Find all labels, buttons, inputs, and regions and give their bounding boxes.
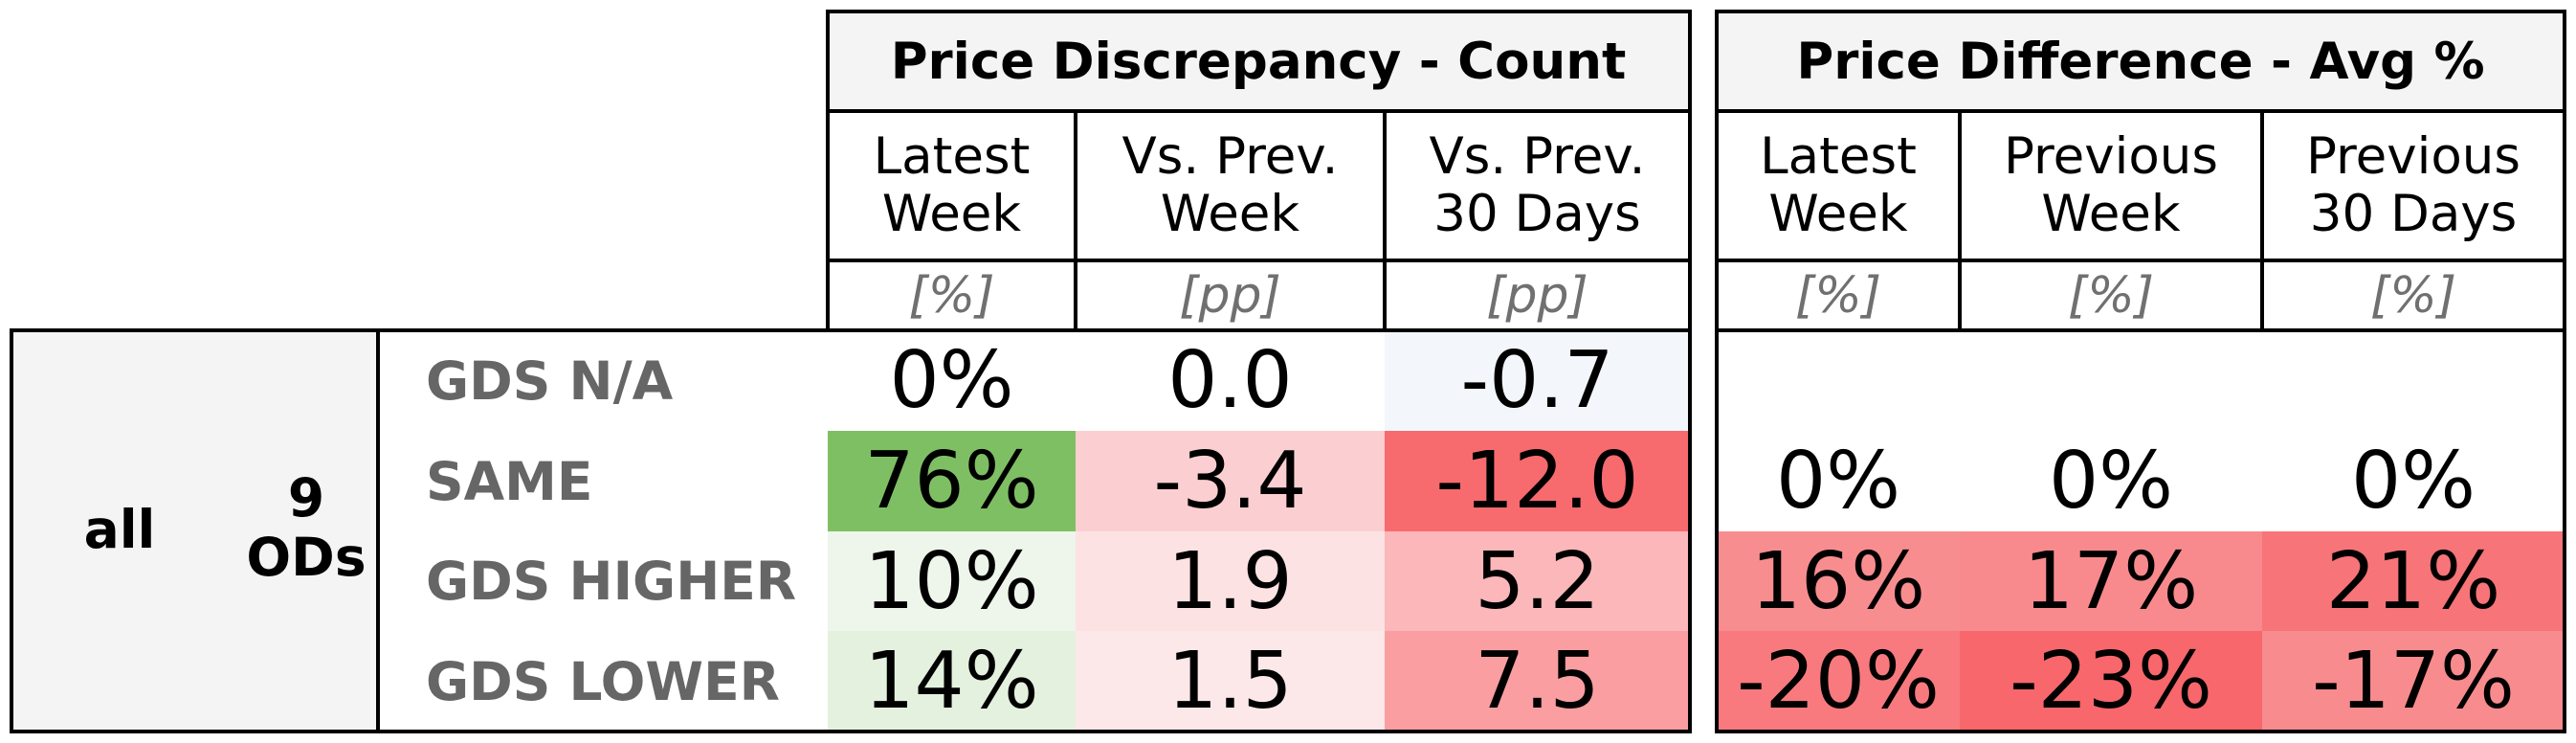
avg-cell	[2262, 330, 2565, 431]
count-border	[1688, 10, 1692, 332]
count-cell: 76%	[828, 431, 1076, 531]
avg-cell: -23%	[1960, 631, 2262, 732]
avg-col-header: Previous Week	[1960, 111, 2262, 260]
avg-cell: 16%	[1717, 531, 1960, 631]
count-border	[1383, 109, 1387, 332]
avg-border	[1715, 109, 2566, 113]
count-border	[826, 109, 1691, 113]
count-col-unit: [%]	[908, 266, 995, 325]
avg-cell: -20%	[1717, 631, 1960, 732]
left-group-panel	[11, 330, 378, 732]
count-col-header-line1: Vs. Prev.	[1429, 127, 1646, 186]
count-col-header-line2: 30 Days	[1433, 185, 1641, 243]
group-all-label: all	[83, 498, 156, 560]
count-col-header: Vs. Prev. 30 Days	[1385, 111, 1690, 260]
count-cell: 14%	[828, 631, 1076, 732]
avg-cell: 17%	[1960, 531, 2262, 631]
avg-cell: -17%	[2262, 631, 2565, 732]
body-border	[1715, 328, 1719, 733]
avg-col-header: Previous 30 Days	[2262, 111, 2565, 260]
row-label: GDS N/A	[426, 349, 674, 412]
count-col-unit: [pp]	[1179, 266, 1281, 325]
row-label: GDS LOWER	[426, 650, 780, 712]
body-border	[1715, 730, 2566, 733]
body-border	[2563, 328, 2566, 733]
avg-col-header-line1: Previous	[2306, 127, 2520, 186]
avg-border	[1715, 328, 2566, 332]
avg-cell	[1717, 330, 1960, 431]
count-cell: 1.9	[1076, 531, 1385, 631]
group-ods-unit: ODs	[246, 526, 366, 588]
avg-border	[1958, 109, 1962, 332]
count-col-header-line1: Latest	[873, 127, 1031, 186]
avg-border	[2563, 10, 2566, 332]
count-border	[1074, 109, 1077, 332]
body-border	[10, 328, 1691, 332]
count-cell: 5.2	[1385, 531, 1690, 631]
avg-col-header-line2: Week	[2041, 185, 2181, 243]
count-cell: -3.4	[1076, 431, 1385, 531]
avg-cell: 0%	[2262, 431, 2565, 531]
count-cell: 0%	[828, 330, 1076, 431]
avg-border	[1715, 10, 1719, 332]
count-cell: 10%	[828, 531, 1076, 631]
avg-section-header: Price Difference - Avg %	[1717, 11, 2565, 111]
count-border	[826, 10, 830, 332]
count-col-header-line2: Week	[881, 185, 1022, 243]
avg-col-header-line1: Latest	[1760, 127, 1917, 186]
avg-cell: 0%	[1717, 431, 1960, 531]
count-col-unit: [pp]	[1486, 266, 1588, 325]
count-border	[826, 10, 1691, 13]
avg-cell	[1960, 330, 2262, 431]
count-cell: -12.0	[1385, 431, 1690, 531]
count-section-header: Price Discrepancy - Count	[828, 11, 1689, 111]
count-border	[826, 259, 1691, 262]
body-border	[10, 730, 1691, 733]
body-border	[376, 328, 380, 733]
count-cell: 0.0	[1076, 330, 1385, 431]
count-col-header: Latest Week	[828, 111, 1076, 260]
group-ods-number: 9	[287, 466, 325, 529]
avg-cell: 21%	[2262, 531, 2565, 631]
count-col-header-line2: Week	[1160, 185, 1300, 243]
avg-col-unit: [%]	[2068, 266, 2154, 325]
avg-border	[1715, 259, 2566, 262]
avg-border	[2260, 109, 2264, 332]
count-cell: 1.5	[1076, 631, 1385, 732]
count-cell: -0.7	[1385, 330, 1690, 431]
avg-col-header-line1: Previous	[2004, 127, 2218, 186]
avg-col-header-line2: Week	[1768, 185, 1908, 243]
avg-col-unit: [%]	[1795, 266, 1881, 325]
body-border	[10, 328, 13, 733]
avg-border	[1715, 10, 2566, 13]
row-label: SAME	[426, 450, 593, 512]
count-col-header-line1: Vs. Prev.	[1121, 127, 1339, 186]
row-label: GDS HIGHER	[426, 551, 797, 612]
count-cell: 7.5	[1385, 631, 1690, 732]
avg-col-unit: [%]	[2370, 266, 2456, 325]
avg-col-header-line2: 30 Days	[2309, 185, 2518, 243]
body-border	[1688, 328, 1692, 733]
count-col-header: Vs. Prev. Week	[1076, 111, 1385, 260]
avg-col-header: Latest Week	[1717, 111, 1960, 260]
avg-cell: 0%	[1960, 431, 2262, 531]
